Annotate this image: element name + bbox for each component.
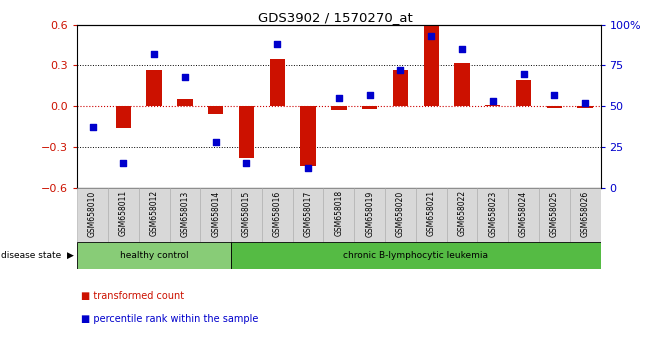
Text: GSM658019: GSM658019 <box>365 190 374 236</box>
Point <box>180 74 191 80</box>
Bar <box>115 106 131 128</box>
Bar <box>331 106 346 110</box>
Text: GSM658021: GSM658021 <box>427 190 435 236</box>
Text: ■ percentile rank within the sample: ■ percentile rank within the sample <box>81 314 258 324</box>
Text: GSM658022: GSM658022 <box>458 190 466 236</box>
Text: GSM658026: GSM658026 <box>580 190 590 236</box>
Bar <box>170 188 201 242</box>
Text: chronic B-lymphocytic leukemia: chronic B-lymphocytic leukemia <box>344 251 488 260</box>
Bar <box>570 188 601 242</box>
Bar <box>177 99 193 106</box>
Bar <box>262 188 293 242</box>
Text: GSM658025: GSM658025 <box>550 190 559 236</box>
Bar <box>208 106 223 114</box>
Text: GSM658015: GSM658015 <box>242 190 251 236</box>
Text: GSM658010: GSM658010 <box>88 190 97 236</box>
Bar <box>539 188 570 242</box>
Point <box>87 125 98 130</box>
Text: GSM658013: GSM658013 <box>180 190 189 236</box>
Bar <box>270 59 285 106</box>
Text: healthy control: healthy control <box>120 251 189 260</box>
Bar <box>77 188 108 242</box>
Bar <box>385 188 416 242</box>
Text: GSM658012: GSM658012 <box>150 190 158 236</box>
Bar <box>362 106 377 109</box>
Point <box>457 46 468 52</box>
Bar <box>239 106 254 158</box>
Text: GDS3902 / 1570270_at: GDS3902 / 1570270_at <box>258 11 413 24</box>
Point <box>549 92 560 98</box>
Point <box>149 51 160 57</box>
Bar <box>301 106 316 166</box>
Bar <box>231 242 601 269</box>
Bar <box>393 69 408 106</box>
Point <box>118 160 129 166</box>
Bar <box>354 188 385 242</box>
Bar <box>516 80 531 106</box>
Point <box>364 92 375 98</box>
Text: GSM658024: GSM658024 <box>519 190 528 236</box>
Point <box>210 139 221 145</box>
Bar <box>477 188 508 242</box>
Text: GSM658020: GSM658020 <box>396 190 405 236</box>
Point <box>580 100 590 106</box>
Point <box>518 71 529 76</box>
Point <box>395 68 406 73</box>
Bar <box>578 106 593 108</box>
Point <box>272 41 282 47</box>
Bar <box>108 188 139 242</box>
Point <box>426 33 437 39</box>
Point <box>487 98 498 104</box>
Bar <box>293 188 323 242</box>
Text: disease state  ▶: disease state ▶ <box>1 251 74 260</box>
Bar <box>201 188 231 242</box>
Point <box>303 165 313 171</box>
Text: GSM658023: GSM658023 <box>488 190 497 236</box>
Bar <box>323 188 354 242</box>
Bar <box>508 188 539 242</box>
Bar <box>139 188 170 242</box>
Bar <box>547 106 562 108</box>
Bar <box>231 188 262 242</box>
Text: GSM658018: GSM658018 <box>334 190 344 236</box>
Text: GSM658016: GSM658016 <box>273 190 282 236</box>
Text: ■ transformed count: ■ transformed count <box>81 291 184 301</box>
Bar <box>423 25 439 106</box>
Point <box>241 160 252 166</box>
Text: GSM658017: GSM658017 <box>303 190 313 236</box>
Bar <box>447 188 477 242</box>
Bar <box>77 242 231 269</box>
Bar <box>485 105 501 106</box>
Text: GSM658011: GSM658011 <box>119 190 128 236</box>
Bar <box>146 69 162 106</box>
Text: GSM658014: GSM658014 <box>211 190 220 236</box>
Point <box>333 95 344 101</box>
Bar <box>454 63 470 106</box>
Bar <box>416 188 447 242</box>
